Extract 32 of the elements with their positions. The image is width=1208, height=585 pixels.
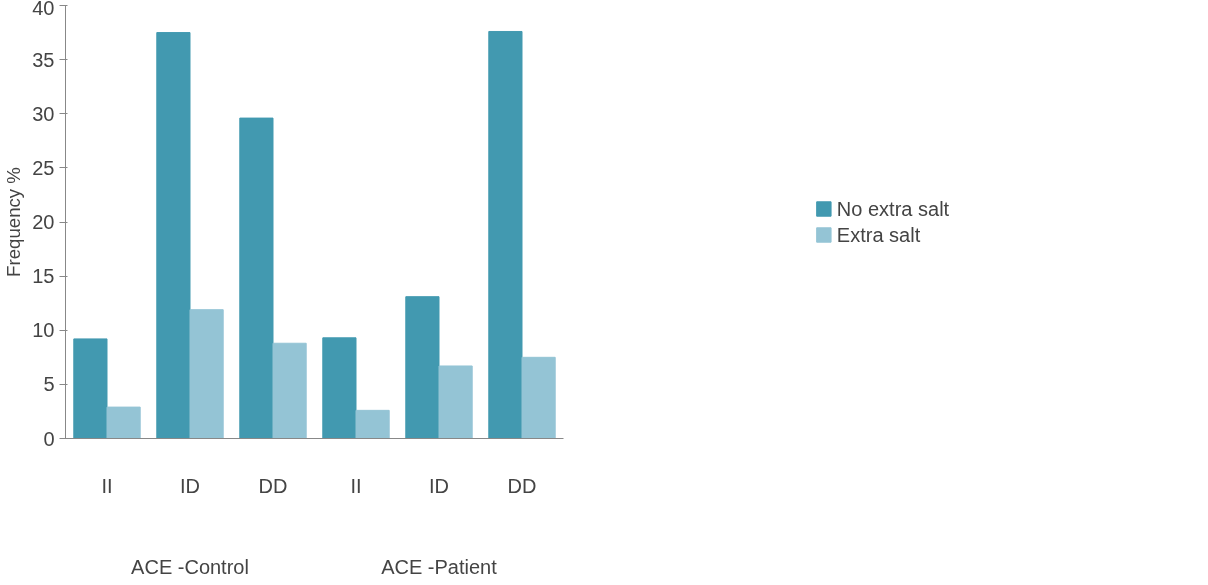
bar [156, 32, 191, 439]
bar [488, 30, 523, 439]
y-tick-label: 10 [32, 319, 55, 342]
x-tick-label: II [350, 474, 362, 497]
bar [405, 296, 440, 439]
bar [521, 356, 556, 439]
y-axis-title: Frequency % [3, 167, 25, 277]
y-tick-label: 30 [32, 102, 55, 125]
bar [272, 342, 307, 439]
y-tick-label: 40 [32, 0, 55, 19]
bar [189, 309, 224, 439]
x-tick-label: II [101, 474, 113, 497]
x-tick-label: DD [258, 474, 288, 497]
bar [106, 406, 141, 439]
bar [73, 338, 108, 439]
x-tick-label: DD [507, 474, 537, 497]
y-tick-label: 20 [32, 211, 55, 233]
text: ACE -Control [131, 555, 249, 578]
bar [438, 365, 473, 439]
text: ACE -Patient [381, 555, 498, 578]
x-tick-label: ID [180, 474, 200, 497]
legend-label: No extra salt [836, 197, 950, 220]
y-tick-label: 35 [32, 48, 55, 71]
legend-label: Extra salt [836, 223, 921, 246]
y-tick-label: 25 [32, 156, 55, 179]
bar [355, 409, 390, 439]
y-tick-label: 5 [43, 373, 55, 396]
y-tick-label: 15 [32, 265, 55, 288]
bar [322, 337, 357, 439]
bar [239, 117, 274, 439]
y-tick-label: 0 [43, 427, 55, 450]
x-tick-label: ID [429, 474, 449, 497]
